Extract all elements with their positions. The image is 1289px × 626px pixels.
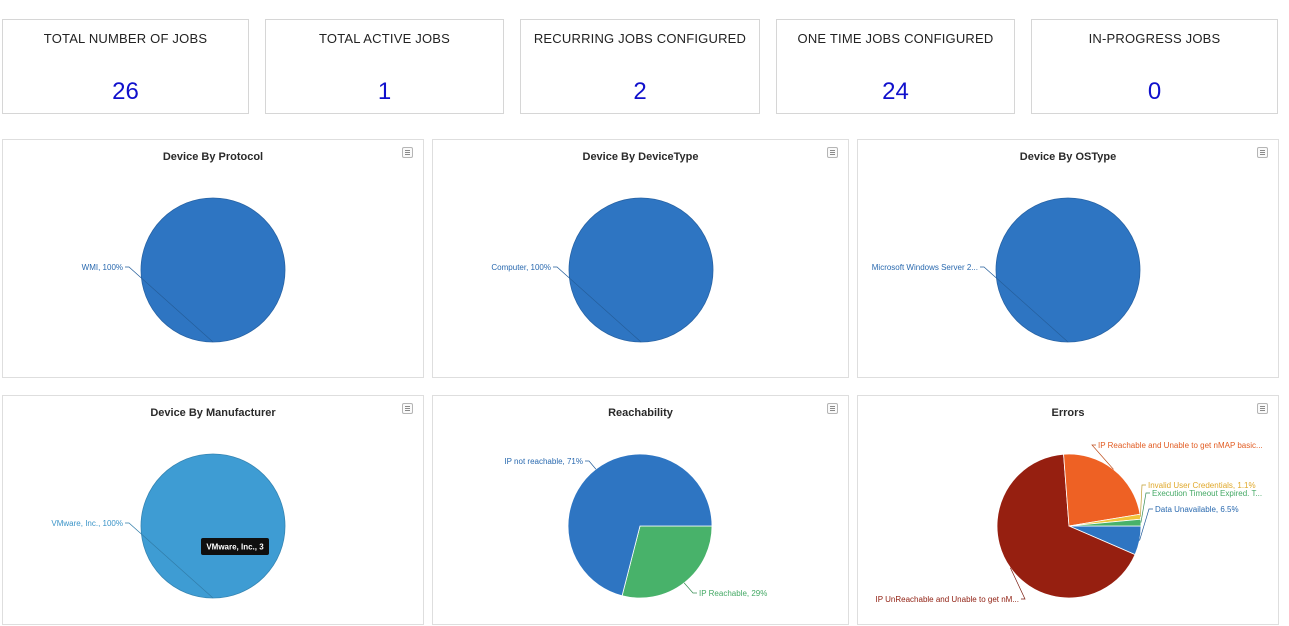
pie-leader-line <box>1140 492 1150 523</box>
pie-leader-line <box>1091 444 1114 470</box>
tooltip-text: VMware, Inc., 3 <box>206 543 264 552</box>
pie-leader-line <box>553 266 642 343</box>
stat-title: TOTAL NUMBER OF JOBS <box>43 31 208 46</box>
pie-label-ip-not-reachable-71: IP not reachable, 71% <box>504 457 583 466</box>
stat-card-recurring-jobs: RECURRING JOBS CONFIGURED 2 <box>520 19 760 114</box>
stat-card-active-jobs: TOTAL ACTIVE JOBS 1 <box>265 19 504 114</box>
stat-value[interactable]: 26 <box>112 78 139 105</box>
chart-panel-device-by-devicetype: Device By DeviceType Computer, 100% <box>432 139 849 378</box>
pie-leader-line <box>1139 508 1153 541</box>
chart-menu-icon[interactable] <box>402 147 413 158</box>
stat-card-total-jobs: TOTAL NUMBER OF JOBS 26 <box>2 19 249 114</box>
stat-value[interactable]: 2 <box>633 78 647 105</box>
pie-leader-line <box>125 522 214 599</box>
chart-tooltip: VMware, Inc., 3 <box>201 538 269 555</box>
chart-panel-device-by-protocol: Device By Protocol WMI, 100% <box>2 139 424 378</box>
chart-title: Device By Manufacturer <box>150 407 276 419</box>
stat-title: IN-PROGRESS JOBS <box>1088 31 1221 46</box>
pie-chart: Computer, 100% <box>491 197 714 343</box>
pie-label-wmi-100: WMI, 100% <box>82 263 123 272</box>
pie-slice-ip-not-reachable-71[interactable] <box>567 453 713 597</box>
chart-menu-icon[interactable] <box>827 403 838 414</box>
pie-slice-ip-reachable-29[interactable] <box>621 525 713 599</box>
chart-panel-errors: Errors Data Unavailable, 6.5% IP UnReacha… <box>857 395 1279 625</box>
pie-chart: IP not reachable, 71% IP Reachable, 29% <box>504 453 767 599</box>
chart-menu-icon[interactable] <box>402 403 413 414</box>
chart-menu-icon[interactable] <box>1257 403 1268 414</box>
pie-slice-vmware-inc-100[interactable] <box>140 453 286 599</box>
stat-card-one-time-jobs: ONE TIME JOBS CONFIGURED 24 <box>776 19 1015 114</box>
chart-menu-icon[interactable] <box>1257 147 1268 158</box>
pie-leader-line <box>125 266 214 343</box>
pie-slice-computer-100[interactable] <box>568 197 714 343</box>
pie-label-ip-reachable-and-unable-to-get-nmap-basic: IP Reachable and Unable to get nMAP basi… <box>1098 441 1263 450</box>
chart-panel-device-by-ostype: Device By OSType Microsoft Windows Serve… <box>857 139 1279 378</box>
pie-leader-line <box>1010 567 1026 600</box>
stat-card-in-progress-jobs: IN-PROGRESS JOBS 0 <box>1031 19 1278 114</box>
stat-value[interactable]: 24 <box>882 78 909 105</box>
pie-chart: Data Unavailable, 6.5% IP UnReachable and… <box>876 441 1263 604</box>
chart-title: Device By OSType <box>1019 151 1117 163</box>
pie-label-ip-reachable-29: IP Reachable, 29% <box>699 589 767 598</box>
pie-slice-microsoft-windows-server-2[interactable] <box>995 197 1141 343</box>
chart-panel-device-by-manufacturer: Device By Manufacturer VMware, Inc., 100… <box>2 395 424 625</box>
pie-label-vmware-inc-100: VMware, Inc., 100% <box>51 519 123 528</box>
stat-title: ONE TIME JOBS CONFIGURED <box>797 31 994 46</box>
chart-title: Device By Protocol <box>162 151 264 163</box>
pie-label-data-unavailable-6-5: Data Unavailable, 6.5% <box>1155 505 1239 514</box>
stat-value[interactable]: 1 <box>377 78 392 105</box>
chart-panel-reachability: Reachability IP not reachable, 71% IP Rea… <box>432 395 849 625</box>
pie-slice-ip-reachable-and-unable-to-get-nmap-basic[interactable] <box>1063 453 1141 527</box>
pie-label-computer-100: Computer, 100% <box>491 263 551 272</box>
pie-leader-line <box>980 266 1069 343</box>
chart-title: Errors <box>1051 407 1085 419</box>
chart-title: Reachability <box>608 407 673 419</box>
pie-leader-line <box>1140 484 1146 517</box>
tooltip-background <box>201 538 269 555</box>
pie-slice-ip-unreachable-and-unable-to-get-nm[interactable] <box>996 453 1136 599</box>
pie-label-invalid-user-credentials-1-1: Invalid User Credentials, 1.1% <box>1148 481 1256 490</box>
pie-chart: Microsoft Windows Server 2... <box>872 197 1141 343</box>
stat-title: RECURRING JOBS CONFIGURED <box>533 31 747 46</box>
stat-title: TOTAL ACTIVE JOBS <box>318 31 451 46</box>
pie-slice-wmi-100[interactable] <box>140 197 286 343</box>
pie-label-microsoft-windows-server-2: Microsoft Windows Server 2... <box>872 263 978 272</box>
pie-leader-line <box>683 582 697 594</box>
chart-menu-icon[interactable] <box>827 147 838 158</box>
pie-label-ip-unreachable-and-unable-to-get-nm: IP UnReachable and Unable to get nM... <box>876 595 1020 604</box>
chart-title: Device By DeviceType <box>582 151 699 163</box>
pie-label-execution-timeout-expired-t: Execution Timeout Expired. T... <box>1152 489 1262 498</box>
pie-chart: WMI, 100% <box>82 197 286 343</box>
pie-leader-line <box>585 460 597 470</box>
pie-chart: VMware, Inc., 100% VMware, Inc., 3 <box>51 453 286 599</box>
stat-value[interactable]: 0 <box>1147 78 1162 105</box>
